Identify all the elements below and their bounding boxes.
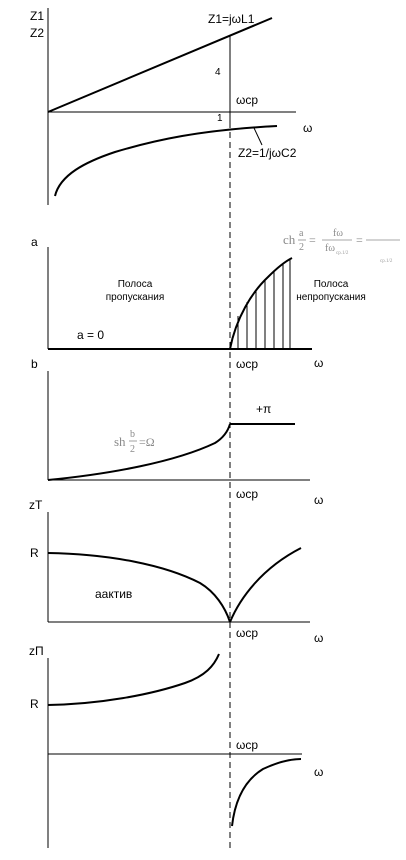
p2-omega-cr: ωср (236, 357, 258, 371)
p2-y-label: a (31, 235, 38, 249)
panel-attenuation: a Полоса пропускания Полоса непропускани… (31, 228, 400, 371)
p4-x-label: ω (314, 631, 323, 645)
svg-text:2: 2 (130, 444, 135, 455)
p5-omega-cr: ωср (236, 738, 258, 752)
svg-text:ch: ch (283, 232, 296, 247)
z2-pointer (253, 127, 263, 146)
phase-curve (47, 423, 231, 481)
z1-formula: Z1=jωL1 (208, 12, 255, 26)
p2-x-label: ω (314, 356, 323, 370)
sh-formula: sh b 2 =Ω (114, 429, 155, 455)
svg-text:fω: fω (333, 228, 343, 239)
p1-marker-1: 1 (217, 113, 223, 124)
zt-curve-right (229, 547, 302, 623)
a-zero-label: a = 0 (77, 328, 104, 342)
svg-text:b: b (130, 429, 135, 440)
p1-omega-cr: ωср (236, 93, 258, 107)
stop-band-line1: Полоса (314, 279, 349, 290)
svg-text:sh: sh (114, 434, 126, 449)
stop-band-hatching (237, 259, 291, 349)
p4-y-label: zT (29, 498, 43, 512)
z2-curve (54, 125, 278, 197)
stop-band-line2: непропускания (296, 292, 366, 303)
svg-text:2: 2 (299, 242, 304, 253)
p1-y-label-z2: Z2 (30, 26, 44, 40)
pass-band-line1: Полоса (118, 279, 153, 290)
a-active-label: aактив (95, 587, 132, 601)
p4-omega-cr: ωср (236, 626, 258, 640)
zp-curve-right (231, 758, 302, 827)
svg-text:fω: fω (325, 243, 335, 254)
panel-zp: zП R ωср ω (29, 644, 323, 848)
svg-text:=: = (309, 233, 316, 247)
p3-omega-cr: ωср (236, 487, 258, 501)
svg-text:=: = (356, 233, 363, 247)
p1-x-label: ω (303, 121, 312, 135)
zt-curve-left (47, 552, 231, 623)
p5-y-label: zП (29, 644, 44, 658)
p3-x-label: ω (314, 493, 323, 507)
p1-y-label-z1: Z1 (30, 9, 44, 23)
svg-text:cp.1/2: cp.1/2 (380, 259, 393, 264)
p5-x-label: ω (314, 765, 323, 779)
p1-marker-4: 4 (215, 67, 221, 78)
zp-curve-left (47, 653, 220, 706)
z1-line (47, 17, 273, 113)
svg-text:=Ω: =Ω (139, 435, 155, 449)
p4-r-label: R (30, 546, 39, 560)
plus-pi-label: +π (256, 402, 271, 416)
p3-y-label: b (31, 357, 38, 371)
panel-impedances: Z1 Z2 Z1=jωL1 4 1 ωср ω Z2=1/jωC2 (30, 8, 312, 205)
panel-zt: zT R aактив ωср ω (29, 498, 323, 645)
pass-band-line2: пропускания (106, 292, 165, 303)
ch-formula: ch a 2 = fω fω cp.1/2 = cp.1/2 (283, 228, 400, 264)
panel-phase: b +π sh b 2 =Ω ωср ω (31, 357, 323, 507)
svg-text:cp.1/2: cp.1/2 (336, 251, 349, 256)
p5-r-label: R (30, 697, 39, 711)
z2-formula: Z2=1/jωC2 (238, 146, 297, 160)
svg-text:a: a (299, 228, 304, 239)
attenuation-curve (229, 257, 293, 350)
